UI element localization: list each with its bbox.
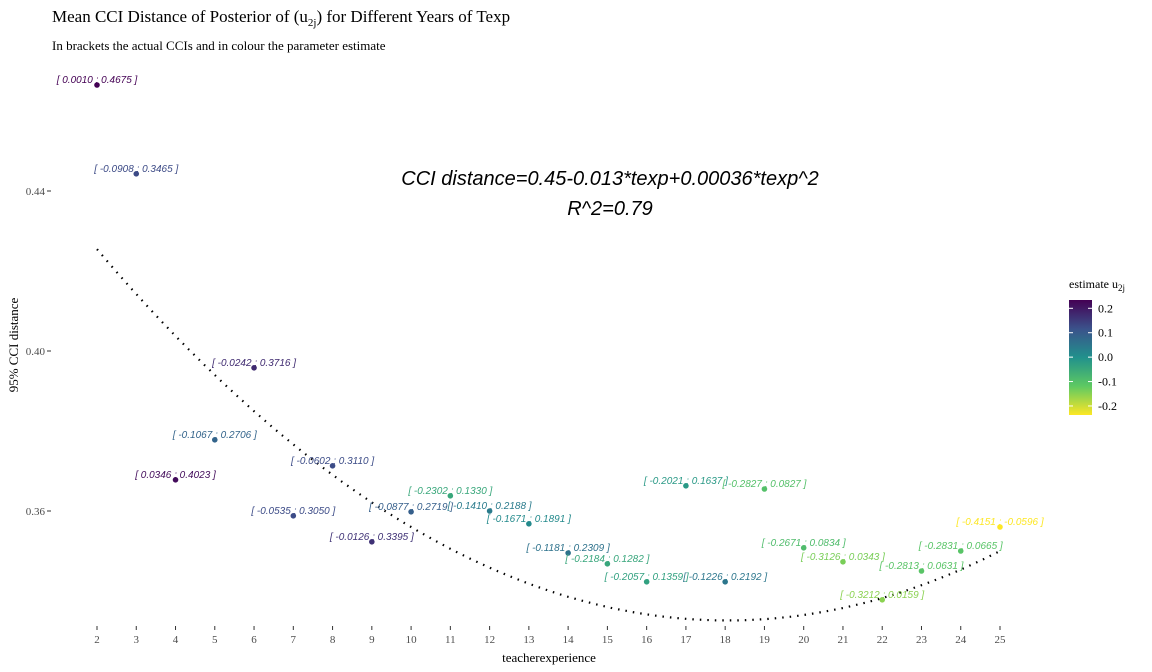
color-legend: estimate u2j 0.2 0.1 0.0 -0.1 -0.2 — [1069, 277, 1125, 415]
cci-label: [ 0.0346 ; 0.4023 ] — [134, 470, 216, 481]
cci-label: [ -0.2021 ; 0.1637 ] — [643, 476, 728, 487]
cci-label: [ -0.1226 ; 0.2192 ] — [682, 572, 767, 583]
x-tick-label: 15 — [602, 634, 614, 646]
legend-title: estimate u2j — [1069, 277, 1125, 293]
cci-label: [ -0.0535 ; 0.3050 ] — [250, 506, 335, 517]
data-point — [447, 493, 454, 499]
y-axis-title: 95% CCI distance — [6, 297, 21, 392]
cci-label: [ -0.1181 ; 0.2309 ] — [526, 543, 610, 554]
x-tick-label: 13 — [523, 634, 535, 646]
data-point — [683, 483, 689, 489]
data-point — [251, 365, 257, 371]
x-tick-label: 18 — [720, 634, 732, 646]
x-tick-label: 19 — [759, 634, 771, 646]
x-tick-label: 21 — [837, 634, 848, 646]
chart-title: Mean CCI Distance of Posterior of (u2j) … — [52, 7, 510, 29]
data-point — [879, 597, 886, 603]
x-tick-label: 8 — [330, 634, 336, 646]
x-tick-label: 5 — [212, 634, 218, 646]
data-point — [918, 568, 925, 574]
x-tick-label: 16 — [641, 634, 653, 646]
cci-label: [ -0.3212 ; 0.0159 ] — [839, 590, 924, 601]
fit-curve — [96, 248, 1001, 622]
y-tick-label: 0.44 — [26, 186, 46, 198]
cci-label: [ -0.2813 ; 0.0631 ] — [879, 561, 964, 572]
points-layer: [ 0.0010 ; 0.4675 ] [ -0.0908 ; 0.3465 ] [… — [56, 75, 1044, 603]
x-tick-label: 22 — [877, 634, 888, 646]
annotation-equation: CCI distance=0.45-0.013*texp+0.00036*tex… — [401, 168, 818, 190]
x-tick-label: 9 — [369, 634, 375, 646]
data-point — [369, 539, 375, 545]
annotation-r2: R^2=0.79 — [567, 198, 653, 220]
cci-label: [ -0.1410 ; 0.2188 ] — [447, 501, 532, 512]
x-tick-label: 14 — [563, 634, 575, 646]
data-point — [604, 561, 611, 567]
data-point — [290, 513, 297, 519]
data-point — [840, 559, 846, 565]
y-axis: 0.36 0.40 0.44 — [26, 186, 51, 518]
x-tick-label: 12 — [484, 634, 495, 646]
legend-tick-label: 0.2 — [1098, 301, 1113, 315]
x-tick-label: 10 — [406, 634, 418, 646]
data-point — [408, 509, 414, 515]
legend-tick-label: 0.1 — [1098, 326, 1113, 340]
y-tick-label: 0.40 — [26, 346, 46, 358]
x-tick-label: 24 — [955, 634, 967, 646]
x-tick-label: 23 — [916, 634, 928, 646]
x-tick-label: 11 — [445, 634, 456, 646]
x-axis: 2 3 4 5 6 7 8 9 10 11 12 13 14 15 16 17 18 19 20 21 22 23 24 25 — [94, 626, 1006, 646]
cci-label: [ -0.0242 ; 0.3716 ] — [211, 358, 296, 369]
cci-label: [ 0.0010 ; 0.4675 ] — [56, 75, 138, 86]
data-point — [722, 579, 728, 585]
cci-label: [ -0.3126 ; 0.0343 ] — [800, 552, 885, 563]
cci-label: [ -0.1067 ; 0.2706 ] — [172, 430, 257, 441]
cci-label: [ -0.1671 ; 0.1891 ] — [486, 514, 571, 525]
data-point — [526, 521, 532, 527]
legend-tick-label: -0.2 — [1098, 399, 1117, 413]
x-tick-label: 2 — [94, 634, 100, 646]
x-axis-title: teacherexperience — [502, 650, 596, 665]
x-tick-label: 4 — [173, 634, 179, 646]
data-point — [211, 437, 218, 443]
legend-colorbar — [1069, 300, 1092, 415]
data-point — [643, 579, 650, 585]
cci-label: [ -0.2827 ; 0.0827 ] — [721, 479, 806, 490]
cci-label: [ -0.2184 ; 0.1282 ] — [564, 554, 649, 565]
data-point — [133, 171, 140, 177]
legend-tick-label: -0.1 — [1098, 375, 1117, 389]
cci-label: [ -0.4151 ; -0.0596 ] — [955, 517, 1044, 528]
y-tick-label: 0.36 — [26, 506, 46, 518]
data-point — [997, 524, 1003, 530]
cci-label: [ -0.2671 ; 0.0834 ] — [761, 538, 846, 549]
fit-line — [96, 248, 1001, 622]
cci-label: [ -0.2302 ; 0.1330 ] — [407, 486, 492, 497]
cci-label: [ -0.2831 ; 0.0665 ] — [918, 541, 1003, 552]
x-tick-label: 25 — [995, 634, 1007, 646]
x-tick-label: 20 — [798, 634, 810, 646]
cci-label: [ -0.0908 ; 0.3465 ] — [93, 164, 178, 175]
data-point — [329, 463, 336, 469]
data-point — [957, 548, 964, 554]
cci-label: [ -0.0126 ; 0.3395 ] — [329, 532, 414, 543]
data-point — [486, 508, 493, 514]
data-point — [565, 550, 571, 556]
data-point — [761, 486, 768, 492]
x-tick-label: 7 — [291, 634, 297, 646]
data-point — [800, 545, 807, 551]
chart-subtitle: In brackets the actual CCIs and in colou… — [52, 38, 386, 53]
data-point — [172, 477, 179, 483]
x-tick-label: 6 — [251, 634, 257, 646]
legend-tick-label: 0.0 — [1098, 350, 1113, 364]
data-point — [94, 82, 100, 88]
cci-label: [ -0.0877 ; 0.2719 ] — [368, 502, 453, 513]
x-tick-label: 3 — [134, 634, 140, 646]
cci-label: [ -0.2057 ; 0.1359 ] — [604, 572, 689, 583]
cci-label: [ -0.0602 ; 0.3110 ] — [290, 456, 374, 467]
x-tick-label: 17 — [680, 634, 692, 646]
